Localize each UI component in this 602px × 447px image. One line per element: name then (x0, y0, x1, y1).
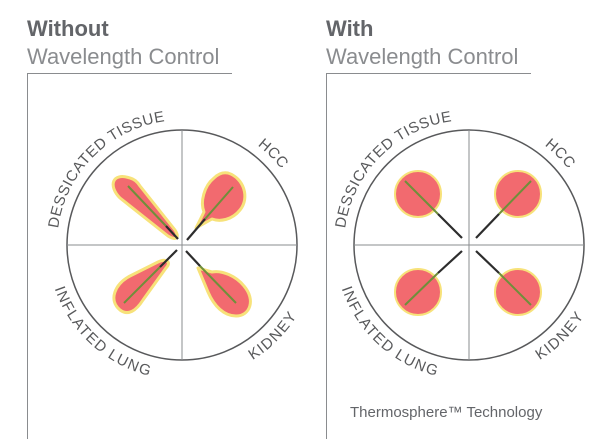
thermosphere-footnote: Thermosphere™ Technology (350, 404, 543, 421)
left-zone-hcc (186, 171, 247, 241)
left-frame-line (27, 73, 28, 439)
left-label-hcc: HCC (255, 135, 292, 172)
left-title-subtitle: Wavelength Control (27, 44, 220, 69)
right-frame-line (326, 73, 327, 439)
right-zone-kidney (475, 250, 542, 316)
left-zone-dessicated (111, 175, 179, 240)
right-title-underline (326, 73, 531, 74)
left-label-kidney: KIDNEY (246, 309, 301, 364)
right-label-kidney: KIDNEY (533, 309, 588, 364)
right-zone-dessicated (394, 170, 463, 239)
left-title-bold: Without (27, 16, 109, 41)
left-zone-kidney (185, 250, 252, 318)
right-zone-hcc (475, 170, 542, 239)
right-title-bold: With (326, 16, 374, 41)
left-diagram: DESSICATED TISSUE HCC INFLATED LUNG KIDN… (45, 108, 301, 380)
left-title-underline (27, 73, 232, 74)
left-zone-inflated-lung (112, 249, 178, 315)
right-label-hcc: HCC (542, 135, 579, 172)
right-title-subtitle: Wavelength Control (326, 44, 519, 69)
right-zone-inflated-lung (394, 250, 463, 316)
right-diagram: DESSICATED TISSUE HCC INFLATED LUNG KIDN… (332, 108, 588, 380)
